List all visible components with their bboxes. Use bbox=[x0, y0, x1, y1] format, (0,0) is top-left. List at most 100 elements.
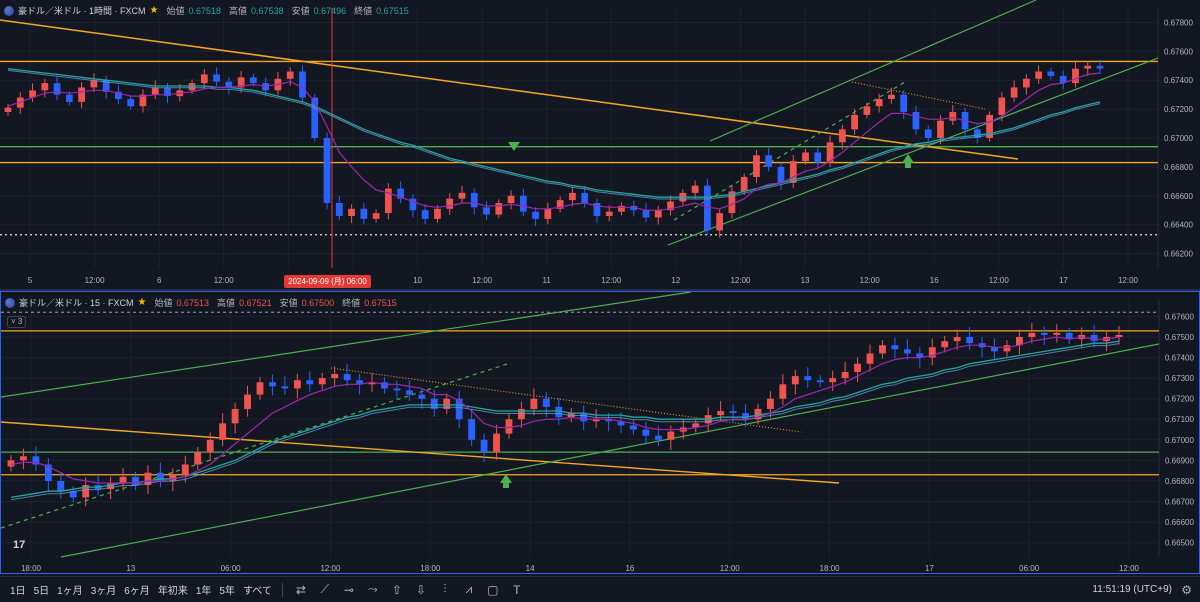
open-value: 0.67518 bbox=[188, 5, 222, 16]
candle-body bbox=[875, 99, 883, 107]
trendline-icon[interactable]: ⟋ bbox=[320, 582, 330, 596]
x-tick-label: 12:00 bbox=[320, 564, 341, 573]
dotted-resistance bbox=[330, 367, 802, 433]
candle-body bbox=[953, 337, 961, 342]
x-tick-label: 06:00 bbox=[1019, 564, 1040, 573]
candle-body bbox=[356, 380, 364, 385]
pattern-icon[interactable]: ⩘ bbox=[465, 582, 473, 596]
chart-pane-1h[interactable]: 512:00612:00912:001012:001112:001212:001… bbox=[0, 0, 1200, 290]
symbol-title[interactable]: 豪ドル／米ドル · 15 · FXCM bbox=[19, 298, 134, 308]
y-tick-label: 0.67400 bbox=[1164, 76, 1193, 85]
x-tick-label: 13 bbox=[126, 564, 135, 573]
candle-body bbox=[519, 195, 527, 212]
path-icon[interactable]: ⤳ bbox=[368, 582, 378, 596]
channel-lower-green bbox=[60, 343, 1160, 558]
timeframe-6[interactable]: 1年 bbox=[195, 586, 212, 597]
candle-body bbox=[430, 398, 438, 409]
timeframe-5[interactable]: 年初来 bbox=[157, 586, 188, 597]
candle-body bbox=[293, 380, 301, 389]
candle-body bbox=[244, 394, 251, 409]
chart-pane-15m[interactable]: 18:00 13 06:00 12:00 18:00 14 16 12:00 18:00 17 06… bbox=[0, 291, 1200, 574]
timeframe-3[interactable]: 3ヶ月 bbox=[90, 586, 117, 597]
moving-average-blue bbox=[7, 69, 1101, 200]
favorite-star-icon[interactable]: ★ bbox=[137, 297, 147, 308]
x-tick-label: 5 bbox=[28, 276, 33, 285]
y-tick-label: 0.67300 bbox=[1165, 374, 1194, 383]
candle-body bbox=[851, 114, 858, 130]
candle-body bbox=[200, 74, 208, 84]
candle-body bbox=[779, 384, 787, 399]
chart-1h-svg[interactable]: 512:00612:00912:001012:001112:001212:001… bbox=[0, 0, 1200, 290]
text-icon[interactable]: T bbox=[513, 582, 521, 597]
clock[interactable]: 11:51:19 (UTC+9) bbox=[1092, 584, 1172, 595]
tradingview-logo[interactable]: 17 bbox=[13, 539, 26, 551]
candle-body bbox=[169, 474, 177, 481]
candle-body bbox=[630, 425, 637, 430]
candle-body bbox=[581, 192, 589, 203]
x-tick-label: 16 bbox=[625, 564, 634, 573]
candle-body bbox=[1115, 334, 1123, 338]
pane-separator[interactable] bbox=[0, 289, 1200, 291]
candle-body bbox=[237, 77, 245, 88]
y-tick-label: 0.67600 bbox=[1165, 312, 1194, 321]
moving-average-blue bbox=[10, 343, 1120, 501]
candle-body bbox=[299, 71, 306, 98]
arrow-up-marker-icon bbox=[500, 474, 512, 483]
y-tick-label: 0.67100 bbox=[1165, 415, 1194, 424]
arrow-up-icon[interactable]: ⇧ bbox=[391, 582, 402, 597]
candle-body bbox=[181, 464, 189, 475]
candle-body bbox=[348, 208, 355, 216]
indicator-collapse-pill[interactable]: ˅ 3 bbox=[7, 316, 27, 328]
arrow-up-marker-stem bbox=[905, 163, 911, 168]
candle-body bbox=[941, 341, 949, 348]
x-tick-label: 12:00 bbox=[214, 276, 235, 285]
x-tick-label: 12:00 bbox=[85, 276, 106, 285]
timeframe-4[interactable]: 6ヶ月 bbox=[124, 586, 150, 597]
favorite-star-icon[interactable]: ★ bbox=[149, 5, 159, 16]
channel-upper-green bbox=[709, 0, 1037, 142]
y-tick-label: 0.67000 bbox=[1164, 134, 1193, 143]
x-tick-label: 17 bbox=[925, 564, 934, 573]
arrow-up-marker-icon bbox=[902, 154, 914, 163]
candle-body bbox=[829, 378, 837, 383]
x-tick-label: 18:00 bbox=[820, 564, 841, 573]
arrow-up-marker-stem bbox=[503, 483, 509, 488]
candle-body bbox=[493, 433, 500, 453]
candle-body bbox=[879, 345, 886, 354]
candle-body bbox=[630, 205, 638, 211]
candle-body bbox=[949, 112, 957, 121]
x-tick-label: 13 bbox=[801, 276, 810, 285]
candle-body bbox=[20, 456, 27, 461]
drawing-tools: ⇄ ⟋ ⊸ ⤳ ⇧ ⇩ ⫶ ⩘ ▢ T bbox=[289, 581, 529, 599]
candle-body bbox=[903, 349, 911, 354]
timeframe-2[interactable]: 1ヶ月 bbox=[57, 586, 83, 597]
candle-body bbox=[1015, 337, 1023, 346]
timeframe-8[interactable]: すべて bbox=[242, 586, 272, 597]
arrow-down-icon[interactable]: ⇩ bbox=[415, 582, 426, 597]
candle-body bbox=[1072, 68, 1079, 84]
candle-body bbox=[311, 97, 319, 138]
horizontal-ray-icon[interactable]: ⊸ bbox=[343, 582, 354, 597]
low-value: 0.67500 bbox=[301, 297, 335, 308]
candle-body bbox=[331, 374, 339, 379]
timeframe-1[interactable]: 5日 bbox=[33, 586, 50, 597]
candle-body bbox=[368, 382, 376, 385]
timeframe-7[interactable]: 5年 bbox=[219, 586, 235, 597]
high-value: 0.67538 bbox=[251, 5, 284, 16]
candle-body bbox=[555, 406, 563, 418]
vertical-line-icon[interactable]: ⫶ bbox=[443, 582, 447, 596]
candle-body bbox=[82, 485, 90, 498]
candle-body bbox=[127, 99, 135, 107]
rectangle-icon[interactable]: ▢ bbox=[487, 582, 499, 597]
x-tick-label: 17 bbox=[1059, 276, 1068, 285]
candle-body bbox=[542, 398, 550, 407]
timeframe-0[interactable]: 1日 bbox=[10, 586, 26, 597]
candle-body bbox=[1035, 71, 1043, 79]
symbol-title[interactable]: 豪ドル／米ドル · 1時間 · FXCM bbox=[18, 6, 146, 16]
calendar-icon[interactable]: ⇄ bbox=[295, 582, 306, 597]
x-tick-label: 12:00 bbox=[860, 276, 881, 285]
candle-body bbox=[256, 382, 264, 395]
x-tick-label: 14 bbox=[526, 564, 535, 573]
gear-icon[interactable]: ⚙ bbox=[1181, 582, 1192, 597]
chart-15m-svg[interactable]: 18:00 13 06:00 12:00 18:00 14 16 12:00 18:00 17 06… bbox=[1, 292, 1199, 573]
